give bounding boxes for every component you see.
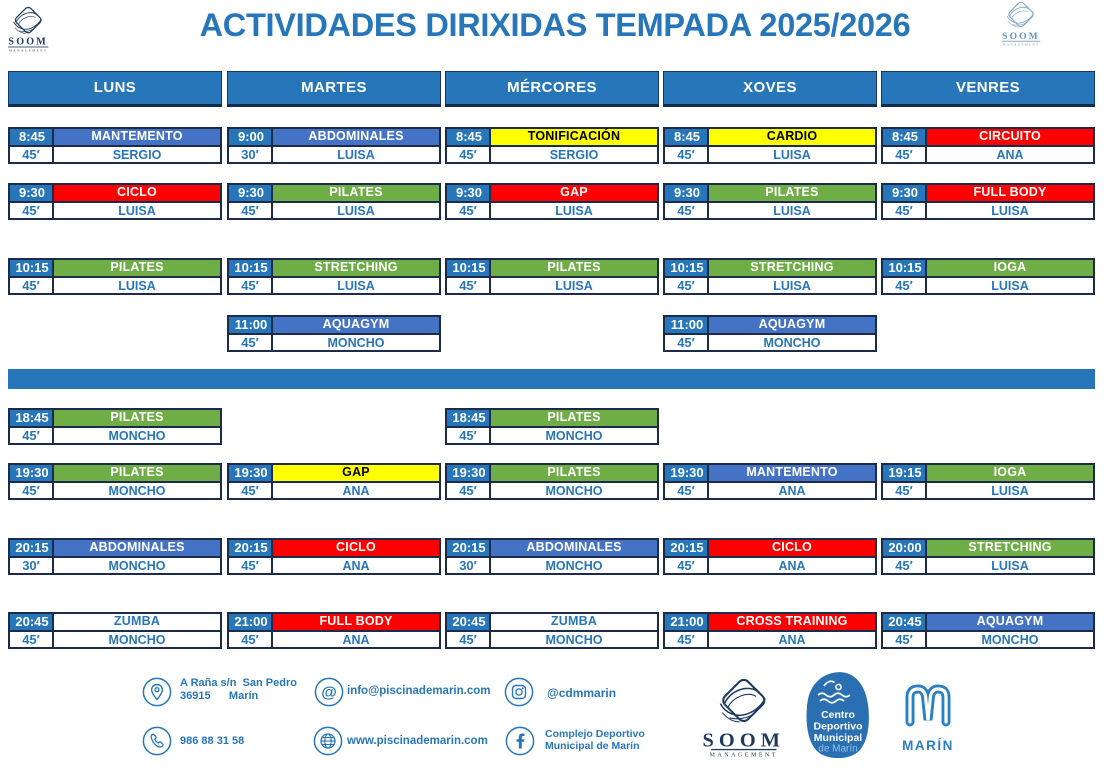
- svg-text:Municipal: Municipal: [814, 732, 863, 744]
- svg-text:SOOM: SOOM: [1002, 31, 1040, 42]
- svg-text:SOOM: SOOM: [703, 729, 785, 751]
- svg-text:MARÍN: MARÍN: [902, 738, 954, 753]
- svg-text:MANAGEMENT: MANAGEMENT: [1003, 43, 1040, 47]
- svg-text:de Marín: de Marín: [818, 744, 857, 755]
- svg-text:SOOM: SOOM: [8, 37, 48, 48]
- svg-text:@: @: [321, 685, 337, 702]
- svg-text:Centro: Centro: [821, 709, 855, 721]
- svg-text:MANAGEMENT: MANAGEMENT: [9, 49, 48, 53]
- svg-text:MANAGEMENT: MANAGEMENT: [710, 753, 779, 759]
- svg-text:Deportivo: Deportivo: [813, 721, 862, 733]
